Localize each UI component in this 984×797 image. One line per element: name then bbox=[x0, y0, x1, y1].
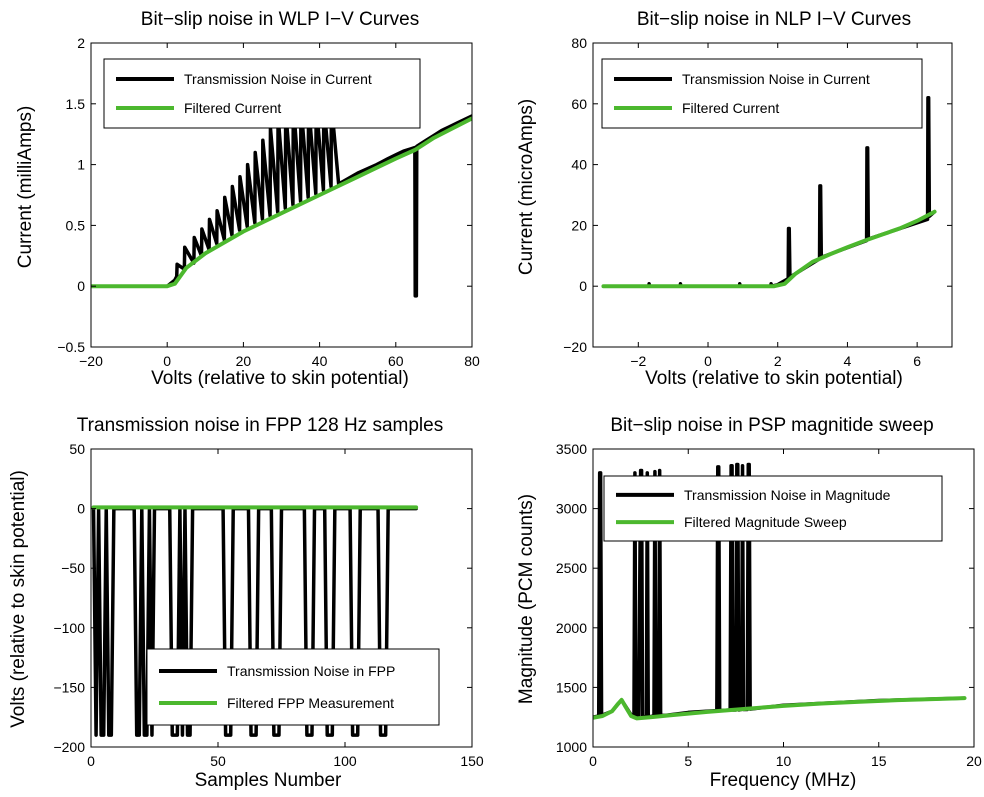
plot-area: 0 50 100 150 −200 −150 −100 −50 0 50 Transmission … bbox=[53, 441, 483, 769]
y-tick-label: −100 bbox=[53, 620, 85, 636]
x-axis-label: Samples Number bbox=[195, 770, 342, 791]
y-tick-label: 80 bbox=[571, 35, 587, 51]
plot-area: −20 0 20 40 60 80 −0.5 0 0.5 1 1.5 2 Transmission No… bbox=[57, 35, 480, 369]
chart-panel-wlp: Bit−slip noise in WLP I−V Curves Volts (… bbox=[15, 9, 480, 389]
x-tick-label: 150 bbox=[460, 753, 484, 769]
legend-box bbox=[146, 648, 440, 726]
legend-label: Transmission Noise in Magnitude bbox=[684, 487, 891, 503]
y-tick-label: 0 bbox=[579, 278, 587, 294]
plot-area: 0 5 10 15 20 1000 1500 2000 2500 3000 3500 Transmis… bbox=[556, 441, 982, 769]
chart-panel-fpp: Transmission noise in FPP 128 Hz samples… bbox=[8, 415, 484, 791]
y-axis-label: Volts (relative to skin potential) bbox=[8, 470, 29, 728]
legend-label: Transmission Noise in Current bbox=[682, 71, 870, 87]
axes-frame bbox=[90, 42, 473, 348]
x-tick-label: 20 bbox=[236, 353, 252, 369]
x-tick-label: 0 bbox=[704, 353, 712, 369]
y-axis-label: Current (milliAmps) bbox=[15, 106, 36, 269]
chart-panel-nlp: Bit−slip noise in NLP I−V Curves Volts (… bbox=[516, 9, 953, 389]
series-group bbox=[91, 102, 472, 298]
x-tick-label: 6 bbox=[913, 353, 921, 369]
y-tick-label: −50 bbox=[61, 560, 85, 576]
y-tick-label: 60 bbox=[571, 96, 587, 112]
x-tick-label: 100 bbox=[333, 753, 357, 769]
y-tick-label: 1 bbox=[77, 157, 85, 173]
filtered-series-line bbox=[91, 116, 472, 289]
x-axis-label: Volts (relative to skin potential) bbox=[151, 368, 409, 389]
x-tick-label: 10 bbox=[776, 753, 792, 769]
x-axis-label: Volts (relative to skin potential) bbox=[645, 368, 903, 389]
x-tick-label: 60 bbox=[388, 353, 404, 369]
y-tick-label: 0 bbox=[77, 501, 85, 517]
y-tick-label: −0.5 bbox=[57, 339, 85, 355]
chart-title: Bit−slip noise in NLP I−V Curves bbox=[637, 9, 911, 30]
legend-box bbox=[601, 58, 923, 129]
x-tick-label: 50 bbox=[210, 753, 226, 769]
legend-label: Transmission Noise in Current bbox=[184, 71, 372, 87]
y-tick-label: 0.5 bbox=[66, 217, 86, 233]
legend-label: Filtered Current bbox=[184, 100, 281, 116]
y-tick-label: −200 bbox=[53, 739, 85, 755]
y-tick-label: −20 bbox=[563, 339, 587, 355]
legend-label: Transmission Noise in FPP bbox=[227, 663, 395, 679]
chart-title: Bit−slip noise in WLP I−V Curves bbox=[141, 9, 419, 30]
legend-label: Filtered FPP Measurement bbox=[227, 695, 394, 711]
filtered-series-line bbox=[601, 209, 937, 289]
y-tick-label: 1500 bbox=[556, 679, 587, 695]
y-tick-label: 3500 bbox=[556, 441, 587, 457]
legend-box bbox=[103, 58, 421, 129]
x-tick-label: 15 bbox=[871, 753, 887, 769]
y-tick-label: 20 bbox=[571, 217, 587, 233]
y-tick-label: 50 bbox=[69, 441, 85, 457]
y-tick-label: 2000 bbox=[556, 620, 587, 636]
y-axis-label: Magnitude (PCM counts) bbox=[516, 494, 537, 704]
x-tick-label: 4 bbox=[844, 353, 852, 369]
legend: Transmission Noise in Current Filtered Cu… bbox=[601, 58, 923, 129]
x-tick-label: −20 bbox=[79, 353, 103, 369]
x-tick-label: 20 bbox=[966, 753, 982, 769]
y-tick-label: 40 bbox=[571, 157, 587, 173]
legend-label: Filtered Magnitude Sweep bbox=[684, 514, 847, 530]
y-axis-label: Current (microAmps) bbox=[516, 99, 537, 275]
x-tick-label: 0 bbox=[87, 753, 95, 769]
legend: Transmission Noise in Magnitude Filtered … bbox=[603, 475, 943, 542]
y-tick-label: 1000 bbox=[556, 739, 587, 755]
legend-box bbox=[603, 475, 943, 542]
y-tick-label: 2500 bbox=[556, 560, 587, 576]
y-tick-label: 2 bbox=[77, 35, 85, 51]
x-tick-label: 0 bbox=[589, 753, 597, 769]
y-tick-label: 1.5 bbox=[66, 96, 86, 112]
y-tick-label: 3000 bbox=[556, 501, 587, 517]
chart-panel-psp: Bit−slip noise in PSP magnitide sweep Fr… bbox=[516, 415, 982, 791]
series-group bbox=[91, 505, 419, 737]
legend: Transmission Noise in Current Filtered Cu… bbox=[103, 58, 421, 129]
y-tick-label: −150 bbox=[53, 679, 85, 695]
x-tick-label: −2 bbox=[630, 353, 646, 369]
legend-label: Filtered Current bbox=[682, 100, 779, 116]
x-tick-label: 2 bbox=[774, 353, 782, 369]
legend: Transmission Noise in FPP Filtered FPP Me… bbox=[146, 648, 440, 726]
x-tick-label: 40 bbox=[312, 353, 328, 369]
axes-frame bbox=[90, 448, 473, 748]
noise-series-line bbox=[91, 102, 472, 298]
series-group bbox=[601, 95, 937, 289]
y-tick-label: 0 bbox=[77, 278, 85, 294]
x-axis-label: Frequency (MHz) bbox=[710, 770, 857, 791]
x-tick-label: 5 bbox=[684, 753, 692, 769]
chart-title: Bit−slip noise in PSP magnitide sweep bbox=[610, 415, 933, 436]
x-tick-label: 80 bbox=[464, 353, 480, 369]
chart-title: Transmission noise in FPP 128 Hz samples bbox=[77, 415, 443, 436]
x-tick-label: 0 bbox=[163, 353, 171, 369]
axes-frame bbox=[592, 42, 953, 348]
filtered-series-line bbox=[593, 696, 967, 721]
series-group bbox=[593, 462, 967, 721]
